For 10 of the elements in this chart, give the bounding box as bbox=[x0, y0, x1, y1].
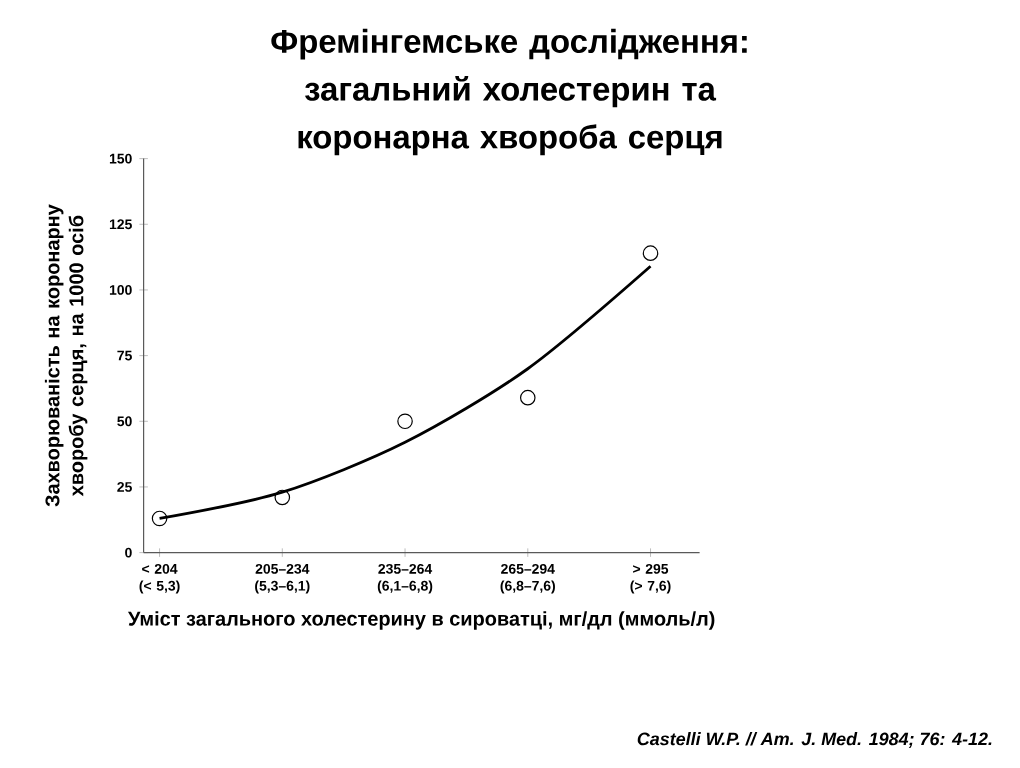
chart-title: Фремінгемське дослідження: загальний холестерин та коронарна хвороба серця bbox=[271, 28, 747, 156]
point bbox=[642, 245, 659, 261]
line-series bbox=[158, 264, 652, 520]
text: Castelli W.P. // Am. J. Med. 1984; 76: 4-12. bbox=[637, 732, 992, 748]
point bbox=[397, 413, 413, 430]
y-axis-title: Захворюваність на коронарну хворобу серця, на 1000 осіб bbox=[44, 204, 88, 507]
point bbox=[151, 510, 168, 527]
x-axis-title: Уміст загального холестерину в сироватці, мг/дл (ммоль/л) bbox=[127, 611, 715, 630]
point bbox=[519, 389, 536, 406]
point bbox=[274, 489, 291, 506]
